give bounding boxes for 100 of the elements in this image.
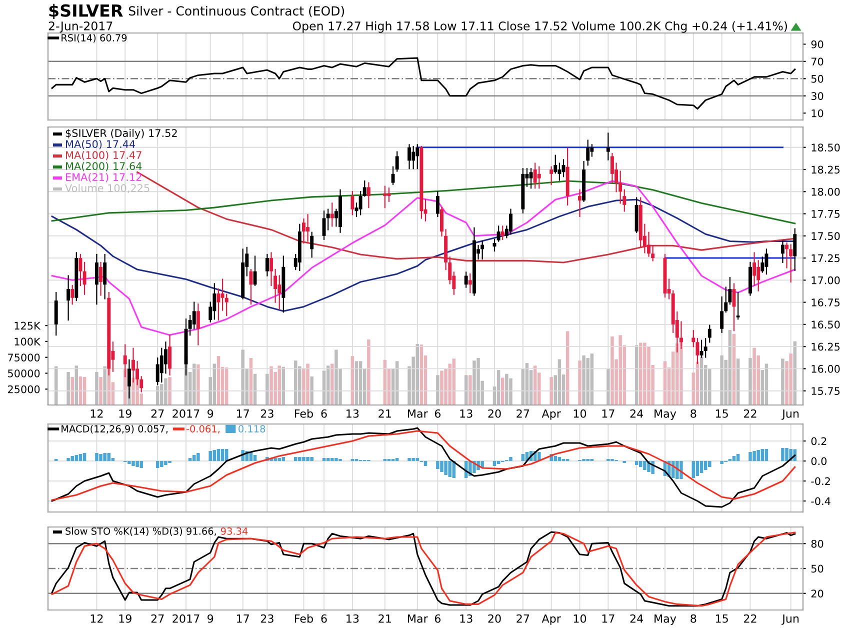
x-tick-label: 2017 xyxy=(172,409,200,418)
bar xyxy=(192,364,196,405)
candlestick xyxy=(416,144,420,170)
text: Open 17.27 High 17.58 Low 17.11 Close 17.52 Volume 100.2K Chg +0.24 (+1.41%) xyxy=(292,21,787,33)
x-tick-label: 22 xyxy=(744,409,756,418)
x-tick-label: 15 xyxy=(716,614,728,623)
bar xyxy=(334,458,338,461)
candlestick xyxy=(387,188,391,202)
candlestick xyxy=(103,254,107,300)
candlestick xyxy=(412,146,416,170)
bar xyxy=(496,461,500,464)
bar xyxy=(278,366,281,405)
bar xyxy=(468,375,472,405)
bar xyxy=(160,461,164,467)
y-tick-label: 18.25 xyxy=(812,166,840,174)
y-tick-label: -0.4 xyxy=(811,497,830,506)
candlestick xyxy=(704,338,708,358)
candlestick xyxy=(606,132,610,160)
x-tick-label: Mar xyxy=(408,614,428,623)
bar xyxy=(781,358,784,405)
bar xyxy=(70,456,74,461)
candlestick xyxy=(537,166,541,189)
x-tick-label: 12 xyxy=(90,614,103,623)
x-tick-label: 27 xyxy=(516,614,530,623)
x-tick-label: Mar xyxy=(408,410,428,418)
x-tick-label: 13 xyxy=(346,614,359,623)
candlestick xyxy=(736,292,740,320)
y-tick-label: 0.2 xyxy=(811,437,826,446)
bar xyxy=(554,456,558,461)
candlestick xyxy=(647,232,650,257)
bar xyxy=(408,458,411,461)
bar xyxy=(216,449,220,461)
bar xyxy=(306,364,310,405)
y2-tick-label: 75000 xyxy=(8,354,40,362)
bar xyxy=(330,458,334,461)
candlestick xyxy=(54,292,58,336)
candlestick xyxy=(436,191,440,217)
candlestick xyxy=(708,324,712,343)
x-tick-label: 6 xyxy=(321,614,327,623)
candlestick xyxy=(760,256,764,273)
bar xyxy=(781,448,784,461)
legend-label: MA(50) 17.44 xyxy=(66,140,136,150)
candlestick xyxy=(192,302,196,330)
bar xyxy=(550,377,553,405)
candlestick xyxy=(391,166,395,186)
x-tick-label: 17 xyxy=(236,410,249,418)
x-tick-label: Jun xyxy=(782,614,799,625)
bar xyxy=(756,450,760,461)
bar xyxy=(505,374,508,405)
bar xyxy=(241,350,244,405)
candlestick xyxy=(366,182,370,208)
x-tick-label: 19 xyxy=(119,409,132,418)
bar xyxy=(310,376,314,405)
bar xyxy=(720,461,724,464)
bar xyxy=(278,458,281,461)
bar xyxy=(99,454,102,461)
x-tick-label: 22 xyxy=(744,614,756,623)
y-tick-label: 16.75 xyxy=(812,298,840,306)
bar xyxy=(764,449,768,461)
bar xyxy=(212,450,216,461)
x-tick-label: 2017 xyxy=(172,614,200,623)
y-tick-label: 18.50 xyxy=(812,144,840,152)
bar xyxy=(306,457,310,461)
candlestick xyxy=(350,191,354,216)
candlestick xyxy=(249,268,253,305)
bar xyxy=(164,461,168,465)
y2-tick-label: 100K xyxy=(14,338,41,346)
legend-label: $SILVER (Daily) 17.52 xyxy=(66,128,177,140)
candlestick xyxy=(785,242,788,268)
bar xyxy=(647,346,650,405)
bar xyxy=(578,360,582,405)
x-tick-label: Apr xyxy=(542,410,561,420)
candlestick xyxy=(464,272,468,288)
x-tick-label: 21 xyxy=(378,409,391,418)
y-tick-label: 17.00 xyxy=(812,276,840,284)
bar xyxy=(70,377,74,405)
bar xyxy=(156,461,160,468)
x-tick-label: 21 xyxy=(378,614,391,623)
y-tick-label: 70 xyxy=(811,58,824,66)
x-tick-label: 20 xyxy=(488,614,501,623)
bar xyxy=(136,461,139,467)
y2-tick-label: 25000 xyxy=(8,385,40,394)
bar xyxy=(634,461,638,465)
x-tick-label: 6 xyxy=(434,409,441,418)
y-tick-label: 80 xyxy=(811,540,824,548)
bar xyxy=(436,461,440,469)
bar xyxy=(704,461,708,470)
bar xyxy=(606,368,610,405)
candlestick xyxy=(224,294,228,316)
x-tick-label: Feb xyxy=(294,614,313,623)
x-tick-label: 6 xyxy=(434,614,441,623)
y-tick-label: 0.0 xyxy=(811,457,827,466)
line-series xyxy=(51,57,796,110)
candlestick xyxy=(82,262,86,295)
bar xyxy=(330,364,334,405)
bar xyxy=(732,456,736,461)
candlestick xyxy=(196,304,200,346)
bar xyxy=(95,372,98,405)
bar xyxy=(196,364,200,405)
legend-label: MACD(12,26,9) 0.057, xyxy=(62,424,168,434)
